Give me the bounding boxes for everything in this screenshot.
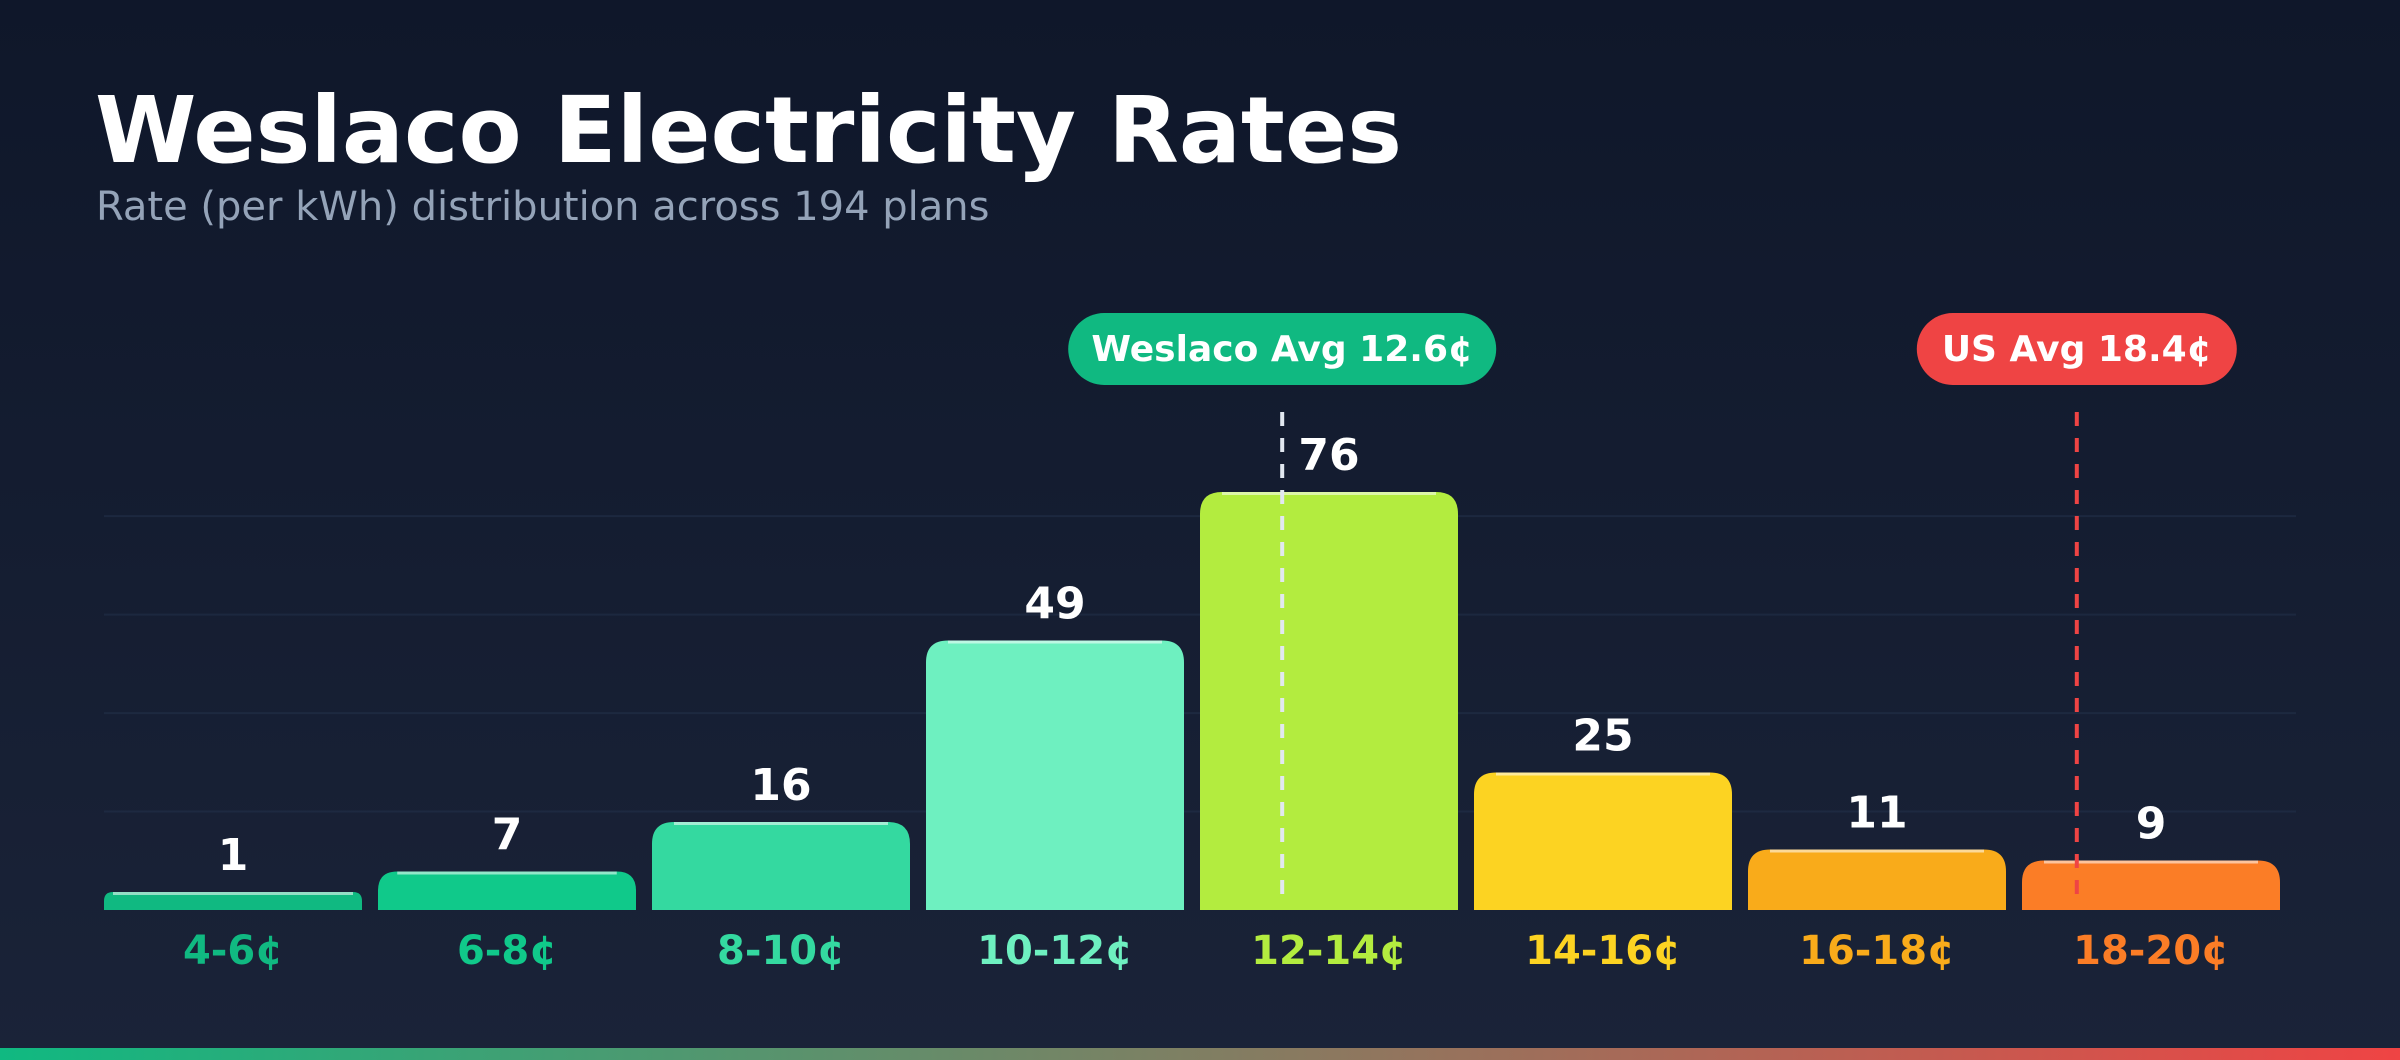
bar-8-10¢: [652, 822, 910, 910]
x-tick-label: 14-16¢: [1525, 928, 1681, 974]
value-label: 7: [492, 810, 523, 861]
bar-18-20¢: [2022, 860, 2280, 910]
value-label: 49: [1024, 579, 1085, 630]
bar-16-18¢: [1748, 849, 2006, 910]
x-tick-label: 10-12¢: [977, 928, 1133, 974]
bar-10-12¢: [926, 640, 1184, 910]
bar-14-16¢: [1474, 772, 1732, 910]
bar-4-6¢: [104, 892, 362, 910]
chart-title: Weslaco Electricity Rates: [95, 77, 1402, 184]
annotation-pill: [1068, 313, 1497, 385]
annotation-label: US Avg 18.4¢: [1942, 329, 2212, 370]
x-tick-label: 6-8¢: [457, 928, 557, 974]
x-tick-label: 4-6¢: [183, 928, 283, 974]
annotation-label: Weslaco Avg 12.6¢: [1091, 329, 1473, 370]
value-label: 11: [1846, 788, 1907, 839]
bar-6-8¢: [378, 871, 636, 910]
annotation-pill: [1916, 313, 2237, 385]
value-label: 1: [218, 830, 249, 881]
value-label: 25: [1572, 711, 1633, 762]
bars: 1 4-6¢ 7 6-8¢ 16 8-10¢ 49 10-12¢ 76 12-14¢ 25 14-16…: [104, 430, 2280, 974]
bar-12-14¢: [1200, 492, 1458, 910]
x-tick-label: 18-20¢: [2073, 928, 2229, 974]
annotations: Weslaco Avg 12.6¢ US Avg 18.4¢: [1068, 313, 2237, 904]
value-label: 9: [2136, 799, 2167, 850]
x-tick-label: 16-18¢: [1799, 928, 1955, 974]
chart-subtitle: Rate (per kWh) distribution across 194 p…: [96, 184, 989, 230]
value-label: 76: [1298, 430, 1359, 481]
bottom-accent-bar: [0, 1048, 2400, 1060]
value-label: 16: [750, 760, 811, 811]
x-tick-label: 12-14¢: [1251, 928, 1407, 974]
x-tick-label: 8-10¢: [717, 928, 845, 974]
